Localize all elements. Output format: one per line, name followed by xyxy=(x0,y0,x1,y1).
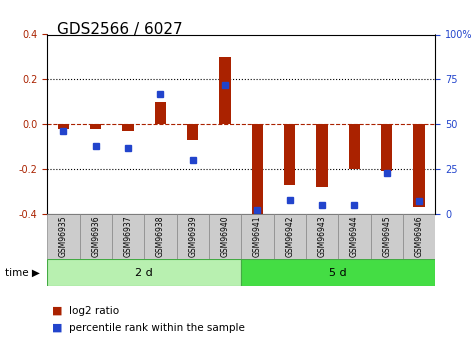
Text: GSM96940: GSM96940 xyxy=(220,216,229,257)
Text: time ▶: time ▶ xyxy=(5,268,40,277)
Text: GSM96945: GSM96945 xyxy=(382,216,391,257)
Text: GSM96941: GSM96941 xyxy=(253,216,262,257)
FancyBboxPatch shape xyxy=(47,259,241,286)
Bar xyxy=(349,124,360,169)
Text: GSM96938: GSM96938 xyxy=(156,216,165,257)
Text: 5 d: 5 d xyxy=(329,268,347,277)
Text: 2 d: 2 d xyxy=(135,268,153,277)
Text: GSM96944: GSM96944 xyxy=(350,216,359,257)
Bar xyxy=(381,124,392,171)
Text: log2 ratio: log2 ratio xyxy=(69,306,119,315)
Text: GSM96946: GSM96946 xyxy=(414,216,423,257)
FancyBboxPatch shape xyxy=(47,214,79,259)
Text: GSM96937: GSM96937 xyxy=(123,216,132,257)
Bar xyxy=(58,124,69,129)
Text: ■: ■ xyxy=(52,323,62,333)
FancyBboxPatch shape xyxy=(273,214,306,259)
Bar xyxy=(316,124,328,187)
Text: GSM96935: GSM96935 xyxy=(59,216,68,257)
Bar xyxy=(413,124,425,207)
Text: GDS2566 / 6027: GDS2566 / 6027 xyxy=(57,22,183,37)
FancyBboxPatch shape xyxy=(241,214,273,259)
Text: GSM96936: GSM96936 xyxy=(91,216,100,257)
FancyBboxPatch shape xyxy=(241,259,435,286)
FancyBboxPatch shape xyxy=(370,214,403,259)
Text: GSM96939: GSM96939 xyxy=(188,216,197,257)
FancyBboxPatch shape xyxy=(79,214,112,259)
Bar xyxy=(284,124,295,185)
Bar xyxy=(252,124,263,214)
FancyBboxPatch shape xyxy=(144,214,176,259)
Text: GSM96943: GSM96943 xyxy=(317,216,326,257)
Bar xyxy=(187,124,198,140)
Bar xyxy=(219,57,231,124)
Text: GSM96942: GSM96942 xyxy=(285,216,294,257)
FancyBboxPatch shape xyxy=(403,214,435,259)
FancyBboxPatch shape xyxy=(176,214,209,259)
FancyBboxPatch shape xyxy=(112,214,144,259)
Text: percentile rank within the sample: percentile rank within the sample xyxy=(69,323,245,333)
Bar xyxy=(155,102,166,124)
Text: ■: ■ xyxy=(52,306,62,315)
Bar xyxy=(90,124,101,129)
Bar xyxy=(123,124,134,131)
FancyBboxPatch shape xyxy=(338,214,370,259)
FancyBboxPatch shape xyxy=(306,214,338,259)
FancyBboxPatch shape xyxy=(209,214,241,259)
